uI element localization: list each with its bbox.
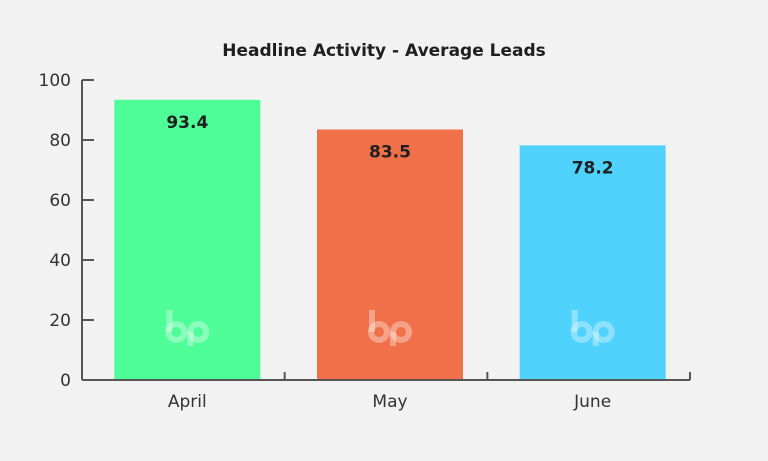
chart-title: Headline Activity - Average Leads <box>222 41 546 61</box>
bars-group: 93.4 83.5 78.2 <box>114 99 666 381</box>
y-tick-label-80: 80 <box>49 131 71 151</box>
y-tick-label-20: 20 <box>49 311 71 331</box>
y-tick-label-100: 100 <box>39 71 71 91</box>
bar-june <box>519 145 666 380</box>
bp-logo-icon <box>570 310 615 346</box>
y-tick-label-40: 40 <box>49 251 71 271</box>
data-label-april: 93.4 <box>166 113 208 133</box>
category-label-may: May <box>372 392 407 412</box>
bar-april <box>114 99 261 381</box>
bar-may <box>317 129 463 380</box>
data-label-june: 78.2 <box>572 158 614 178</box>
category-label-april: April <box>168 392 207 412</box>
bp-logo-icon <box>165 310 210 346</box>
bp-logo-icon <box>368 310 412 346</box>
category-label-june: June <box>573 392 611 412</box>
y-tick-label-0: 0 <box>60 371 71 391</box>
axes-group: April May June 0 20 40 60 80 100 <box>39 71 691 412</box>
y-tick-label-60: 60 <box>49 191 71 211</box>
data-label-may: 83.5 <box>369 143 411 163</box>
